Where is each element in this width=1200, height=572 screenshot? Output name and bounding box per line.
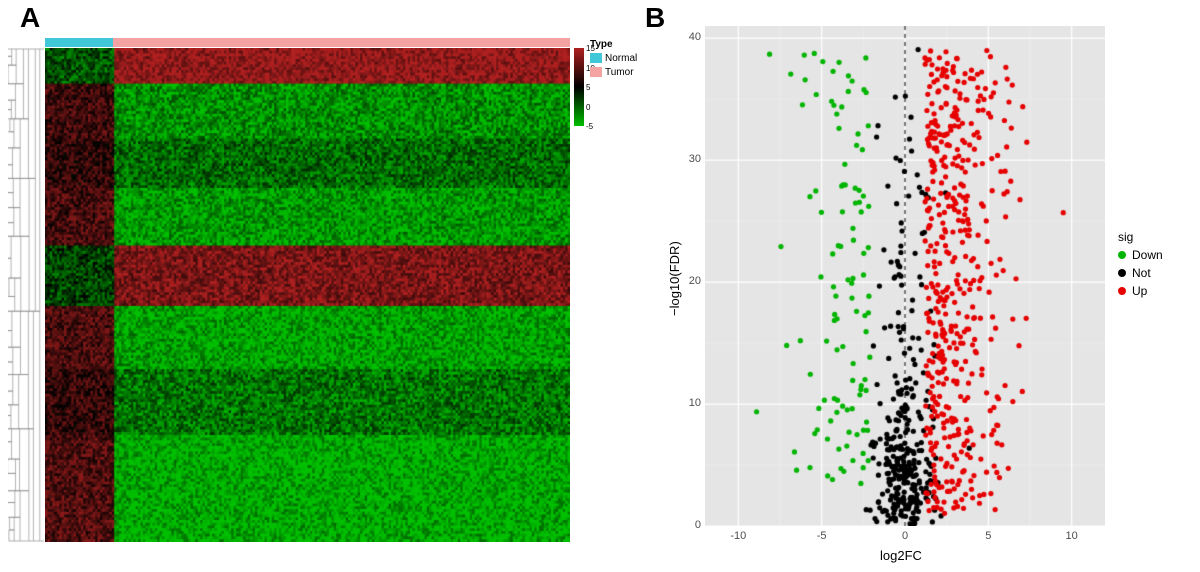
color-scale-tick: -5 — [586, 122, 593, 131]
sig-legend-label: Not — [1132, 266, 1151, 280]
volcano-ylabel: −log10(FDR) — [667, 241, 682, 316]
sig-legend-label: Up — [1132, 284, 1147, 298]
volcano-xtick: 10 — [1060, 530, 1084, 542]
type-legend-label: Tumor — [605, 67, 634, 78]
sig-legend-item: Down — [1118, 248, 1163, 262]
type-legend-swatch — [590, 67, 602, 77]
volcano-plot-canvas — [705, 26, 1105, 526]
volcano-sig-legend: sig Down Not Up — [1118, 230, 1163, 302]
type-legend-swatch — [590, 53, 602, 63]
volcano-ytick: 40 — [675, 31, 701, 43]
panel-b-label: B — [645, 2, 665, 34]
volcano-xticks: -10 -5 0 5 10 — [705, 530, 1105, 546]
volcano-ytick: 30 — [675, 153, 701, 165]
type-legend-title: Type — [590, 38, 637, 52]
sig-legend-item: Not — [1118, 266, 1163, 280]
volcano-xtick: 0 — [893, 530, 917, 542]
color-scale-tick: 0 — [586, 103, 590, 112]
color-scale-tick: 5 — [586, 83, 590, 92]
heatmap-color-scale — [574, 48, 584, 126]
volcano-xtick: -5 — [810, 530, 834, 542]
sig-legend-label: Down — [1132, 248, 1163, 262]
volcano-xtick: 5 — [976, 530, 1000, 542]
sig-legend-dot — [1118, 269, 1126, 277]
type-legend-item: Normal — [590, 52, 637, 66]
panel-a-label: A — [20, 2, 40, 34]
heatmap-type-bar — [45, 38, 570, 47]
sig-legend-title: sig — [1118, 230, 1163, 244]
heatmap-canvas — [45, 48, 570, 542]
sig-legend-dot — [1118, 287, 1126, 295]
figure-root: A B 151050-5 Type NormalTumor -10-50510 … — [0, 0, 1200, 572]
type-bar-normal — [45, 38, 113, 47]
volcano-xtick: -10 — [726, 530, 750, 542]
sig-legend-dot — [1118, 251, 1126, 259]
type-legend-label: Normal — [605, 53, 637, 64]
heatmap-type-legend: Type Normal Tumor — [590, 38, 637, 80]
volcano-ytick: 0 — [675, 519, 701, 531]
volcano-xlabel: log2FC — [880, 548, 922, 563]
type-legend-item: Tumor — [590, 66, 637, 80]
volcano-ytick: 10 — [675, 397, 701, 409]
type-bar-tumor — [113, 38, 570, 47]
sig-legend-item: Up — [1118, 284, 1163, 298]
heatmap-row-dendrogram — [8, 48, 45, 542]
